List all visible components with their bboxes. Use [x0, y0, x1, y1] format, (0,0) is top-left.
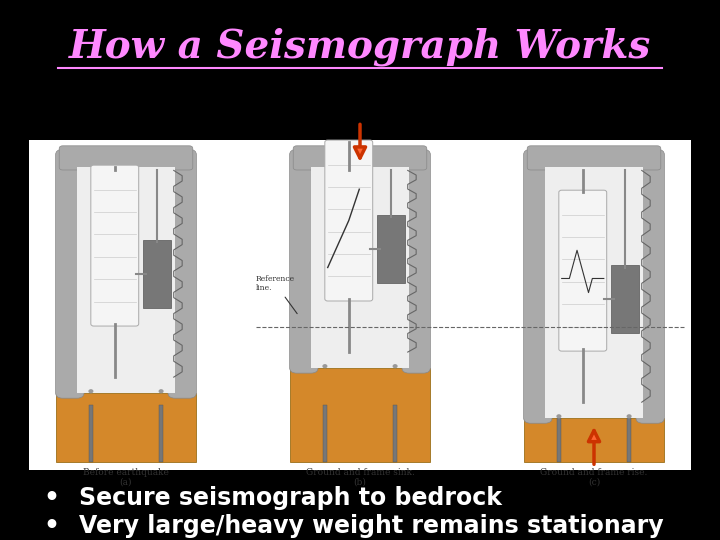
Circle shape	[323, 365, 327, 368]
FancyBboxPatch shape	[311, 167, 409, 368]
FancyBboxPatch shape	[159, 406, 163, 462]
FancyBboxPatch shape	[636, 150, 665, 423]
FancyBboxPatch shape	[168, 150, 197, 398]
Text: Ground and frame rise.: Ground and frame rise.	[540, 468, 648, 477]
FancyBboxPatch shape	[293, 146, 427, 170]
Text: Reference
line.: Reference line.	[256, 275, 297, 314]
FancyBboxPatch shape	[55, 150, 84, 398]
Text: (b): (b)	[354, 478, 366, 487]
FancyBboxPatch shape	[557, 406, 561, 462]
Circle shape	[627, 415, 631, 417]
FancyBboxPatch shape	[393, 406, 397, 462]
FancyBboxPatch shape	[523, 150, 552, 423]
Circle shape	[557, 415, 561, 417]
Circle shape	[393, 365, 397, 368]
Text: •: •	[43, 514, 59, 538]
Text: (c): (c)	[588, 478, 600, 487]
FancyBboxPatch shape	[77, 167, 175, 393]
FancyBboxPatch shape	[323, 406, 327, 462]
Circle shape	[159, 390, 163, 393]
FancyBboxPatch shape	[402, 150, 431, 373]
Text: Before earthquake: Before earthquake	[83, 468, 169, 477]
Text: Ground and frame sink.: Ground and frame sink.	[305, 468, 415, 477]
Text: Secure seismograph to bedrock: Secure seismograph to bedrock	[79, 486, 503, 510]
FancyBboxPatch shape	[325, 140, 373, 301]
Text: How a Seismograph Works: How a Seismograph Works	[69, 27, 651, 65]
FancyBboxPatch shape	[59, 146, 193, 170]
FancyBboxPatch shape	[545, 167, 643, 418]
FancyBboxPatch shape	[523, 418, 664, 462]
FancyBboxPatch shape	[143, 240, 171, 308]
Circle shape	[89, 390, 93, 393]
FancyBboxPatch shape	[29, 140, 691, 470]
FancyBboxPatch shape	[289, 368, 430, 462]
FancyBboxPatch shape	[527, 146, 661, 170]
FancyBboxPatch shape	[377, 215, 405, 283]
Text: Very large/heavy weight remains stationary
   while the rest of the machine move: Very large/heavy weight remains stationa…	[79, 514, 664, 540]
FancyBboxPatch shape	[55, 393, 196, 462]
FancyBboxPatch shape	[289, 150, 318, 373]
FancyBboxPatch shape	[611, 265, 639, 333]
Text: •: •	[43, 486, 59, 510]
FancyBboxPatch shape	[627, 406, 631, 462]
FancyBboxPatch shape	[91, 165, 139, 326]
FancyBboxPatch shape	[89, 406, 93, 462]
FancyBboxPatch shape	[559, 190, 607, 351]
Text: (a): (a)	[120, 478, 132, 487]
